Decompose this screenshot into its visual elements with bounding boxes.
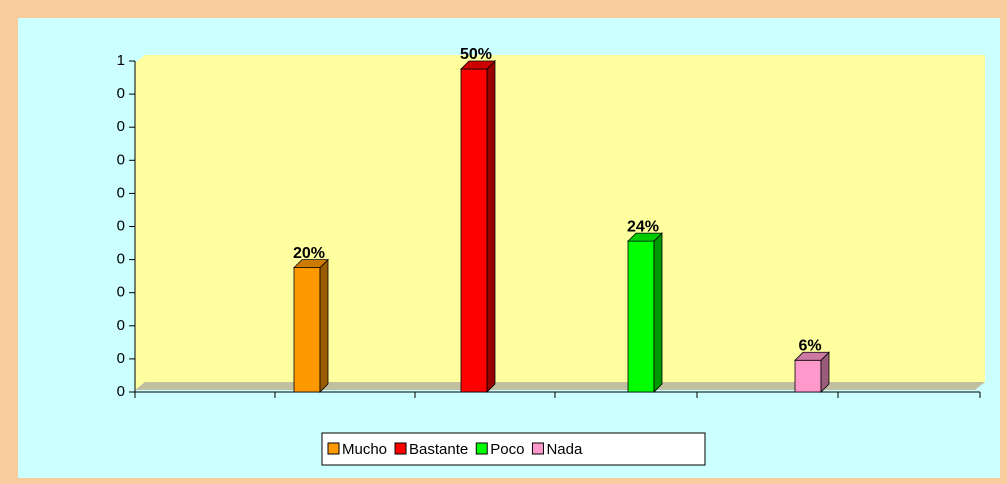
bar-top <box>627 232 663 242</box>
y-tick-label: 0 <box>117 151 125 168</box>
y-tick-label: 0 <box>117 317 125 334</box>
bar <box>460 60 496 393</box>
y-tick-label: 0 <box>117 217 125 234</box>
y-tick-label: 0 <box>117 251 125 268</box>
bar <box>794 351 830 393</box>
legend-label: Bastante <box>409 441 468 458</box>
bar-side <box>653 232 663 393</box>
plot-area <box>135 55 985 390</box>
y-tick-label: 0 <box>117 118 125 135</box>
bar <box>293 258 329 393</box>
bar-front <box>627 240 655 393</box>
value-label: 6% <box>798 337 821 354</box>
value-label: 24% <box>627 218 659 235</box>
value-label: 20% <box>293 245 325 262</box>
value-label: 50% <box>460 46 492 63</box>
y-tick-label: 0 <box>117 383 125 400</box>
y-tick-label: 0 <box>117 350 125 367</box>
bar-side <box>486 60 496 393</box>
y-tick-label: 1 <box>117 52 125 69</box>
y-tick-label: 0 <box>117 284 125 301</box>
legend-swatch <box>531 442 544 455</box>
bar-front <box>293 267 321 393</box>
legend-swatch <box>475 442 488 455</box>
x-ticks <box>134 392 981 398</box>
y-tick-label: 0 <box>117 184 125 201</box>
legend <box>321 432 706 466</box>
y-tick-label: 0 <box>117 85 125 102</box>
legend-label: Mucho <box>342 441 387 458</box>
legend-swatch <box>394 442 407 455</box>
legend-label: Nada <box>546 441 583 458</box>
floor <box>135 382 985 390</box>
bar-top <box>460 60 496 70</box>
legend-label: Poco <box>490 441 524 458</box>
bar-side <box>319 258 329 393</box>
legend-swatch <box>327 442 340 455</box>
bar-top <box>293 259 329 269</box>
bar-top <box>794 351 830 361</box>
bar <box>627 232 663 393</box>
bar-front <box>794 359 822 393</box>
bar-front <box>460 68 488 393</box>
